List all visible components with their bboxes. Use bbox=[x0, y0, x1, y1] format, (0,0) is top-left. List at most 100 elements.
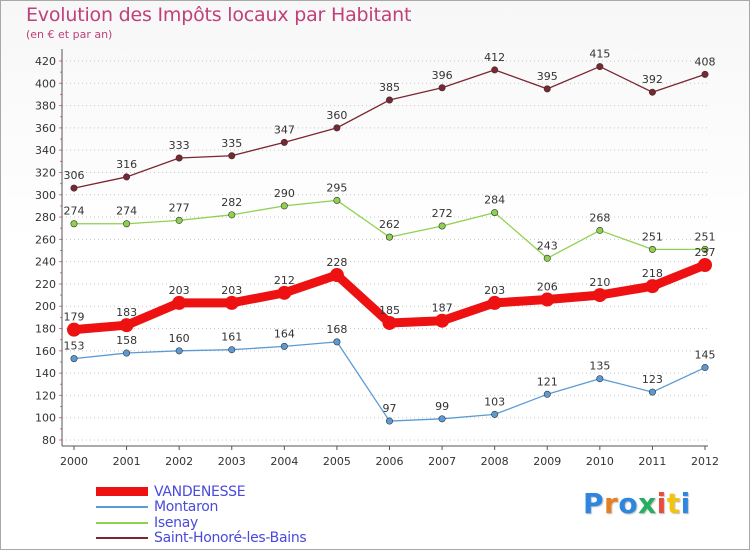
data-label-montaron-2006: 97 bbox=[383, 402, 397, 415]
data-label-saint-honor-les-bains-2000: 306 bbox=[64, 169, 85, 182]
data-point-saint-honor-les-bains-2007 bbox=[438, 84, 446, 92]
data-point-isenay-2012 bbox=[701, 245, 709, 253]
data-label-isenay-2011: 251 bbox=[642, 230, 663, 243]
data-label-saint-honor-les-bains-2004: 347 bbox=[274, 123, 295, 136]
data-label-montaron-2001: 158 bbox=[116, 334, 137, 347]
data-point-saint-honor-les-bains-2001 bbox=[123, 173, 131, 181]
data-label-montaron-2010: 135 bbox=[589, 360, 610, 373]
logo-letter: r bbox=[604, 487, 619, 520]
data-label-saint-honor-les-bains-2003: 335 bbox=[221, 137, 242, 150]
legend-item-isenay: Isenay bbox=[96, 515, 306, 531]
data-label-montaron-2003: 161 bbox=[221, 331, 242, 344]
data-label-isenay-2002: 277 bbox=[169, 201, 190, 214]
data-point-saint-honor-les-bains-2002 bbox=[175, 154, 183, 162]
data-label-isenay-2003: 282 bbox=[221, 196, 242, 209]
data-point-isenay-2004 bbox=[280, 202, 288, 210]
data-label-vandenesse-2010: 210 bbox=[589, 276, 610, 289]
data-point-saint-honor-les-bains-2003 bbox=[228, 152, 236, 160]
y-tick-label-100: 100 bbox=[35, 412, 56, 425]
data-label-montaron-2009: 121 bbox=[537, 375, 558, 388]
data-label-saint-honor-les-bains-2002: 333 bbox=[169, 139, 190, 152]
y-tick-label-240: 240 bbox=[35, 256, 56, 269]
legend-item-montaron: Montaron bbox=[96, 499, 306, 515]
data-label-vandenesse-2003: 203 bbox=[221, 284, 242, 297]
y-tick-label-320: 320 bbox=[35, 166, 56, 179]
x-tick-label-2000: 2000 bbox=[60, 455, 88, 468]
y-tick-label-180: 180 bbox=[35, 323, 56, 336]
data-point-vandenesse-2007 bbox=[435, 313, 450, 328]
data-point-isenay-2002 bbox=[175, 216, 183, 224]
data-point-vandenesse-2010 bbox=[592, 288, 607, 303]
data-point-montaron-2003 bbox=[228, 346, 236, 354]
data-point-saint-honor-les-bains-2009 bbox=[543, 85, 551, 93]
data-point-saint-honor-les-bains-2000 bbox=[70, 184, 78, 192]
data-point-saint-honor-les-bains-2006 bbox=[385, 96, 393, 104]
y-tick-label-380: 380 bbox=[35, 100, 56, 113]
y-tick-label-80: 80 bbox=[42, 434, 56, 447]
x-tick-label-2012: 2012 bbox=[691, 455, 719, 468]
data-point-isenay-2001 bbox=[123, 220, 131, 228]
data-point-montaron-2010 bbox=[596, 375, 604, 383]
data-label-isenay-2008: 284 bbox=[484, 194, 505, 207]
data-label-montaron-2012: 145 bbox=[695, 349, 716, 362]
data-label-vandenesse-2012: 237 bbox=[695, 246, 716, 259]
data-point-saint-honor-les-bains-2008 bbox=[491, 66, 499, 74]
logo-letter: o bbox=[618, 487, 639, 520]
y-tick-label-140: 140 bbox=[35, 367, 56, 380]
data-point-montaron-2008 bbox=[491, 410, 499, 418]
data-point-isenay-2003 bbox=[228, 211, 236, 219]
logo-letter: x bbox=[638, 487, 657, 520]
legend-swatch-vandenesse bbox=[96, 487, 148, 497]
data-point-saint-honor-les-bains-2005 bbox=[333, 124, 341, 132]
data-label-isenay-2001: 274 bbox=[116, 205, 137, 218]
data-label-saint-honor-les-bains-2007: 396 bbox=[432, 69, 453, 82]
data-label-saint-honor-les-bains-2010: 415 bbox=[589, 48, 610, 61]
data-point-vandenesse-2002 bbox=[172, 295, 187, 310]
logo-letter: i bbox=[680, 487, 691, 520]
legend-item-saint-honor-les-bains: Saint-Honoré-les-Bains bbox=[96, 530, 307, 546]
data-label-saint-honor-les-bains-2005: 360 bbox=[326, 109, 347, 122]
data-label-montaron-2005: 168 bbox=[326, 323, 347, 336]
data-label-isenay-2009: 243 bbox=[537, 239, 558, 252]
data-point-vandenesse-2005 bbox=[329, 268, 344, 283]
data-label-vandenesse-2006: 185 bbox=[379, 304, 400, 317]
data-point-isenay-2011 bbox=[648, 245, 656, 253]
x-tick-label-2010: 2010 bbox=[586, 455, 614, 468]
x-tick-label-2004: 2004 bbox=[270, 455, 298, 468]
x-tick-label-2001: 2001 bbox=[113, 455, 141, 468]
data-point-montaron-2002 bbox=[175, 347, 183, 355]
data-label-vandenesse-2007: 187 bbox=[432, 302, 453, 315]
data-label-saint-honor-les-bains-2008: 412 bbox=[484, 51, 505, 64]
data-label-isenay-2005: 295 bbox=[326, 181, 347, 194]
data-point-montaron-2012 bbox=[701, 364, 709, 372]
data-label-saint-honor-les-bains-2012: 408 bbox=[695, 55, 716, 68]
y-tick-label-200: 200 bbox=[35, 300, 56, 313]
data-point-montaron-2005 bbox=[333, 338, 341, 346]
legend-label-isenay: Isenay bbox=[154, 514, 198, 531]
data-point-montaron-2007 bbox=[438, 415, 446, 423]
data-label-vandenesse-2001: 183 bbox=[116, 306, 137, 319]
data-point-vandenesse-2000 bbox=[67, 322, 81, 337]
data-label-vandenesse-2004: 212 bbox=[274, 274, 295, 287]
x-tick-label-2005: 2005 bbox=[323, 455, 351, 468]
data-label-montaron-2004: 164 bbox=[274, 327, 295, 340]
data-label-saint-honor-les-bains-2001: 316 bbox=[116, 158, 137, 171]
data-point-montaron-2000 bbox=[70, 355, 78, 363]
data-point-vandenesse-2004 bbox=[277, 285, 292, 300]
y-tick-label-420: 420 bbox=[35, 55, 56, 68]
data-label-vandenesse-2000: 179 bbox=[64, 311, 85, 324]
y-tick-label-360: 360 bbox=[35, 122, 56, 135]
x-tick-label-2009: 2009 bbox=[533, 455, 561, 468]
chart-title: Evolution des Impôts locaux par Habitant bbox=[26, 4, 412, 26]
proxiti-logo: Proxiti bbox=[583, 487, 691, 520]
legend-swatch-montaron bbox=[96, 506, 148, 509]
data-point-vandenesse-2006 bbox=[382, 315, 397, 330]
legend-swatch-saint-honor-les-bains bbox=[96, 537, 148, 540]
data-label-isenay-2000: 274 bbox=[64, 205, 85, 218]
legend-swatch-isenay bbox=[96, 521, 148, 524]
data-label-vandenesse-2008: 203 bbox=[484, 284, 505, 297]
y-tick-label-300: 300 bbox=[35, 189, 56, 202]
data-label-isenay-2012: 251 bbox=[695, 230, 716, 243]
